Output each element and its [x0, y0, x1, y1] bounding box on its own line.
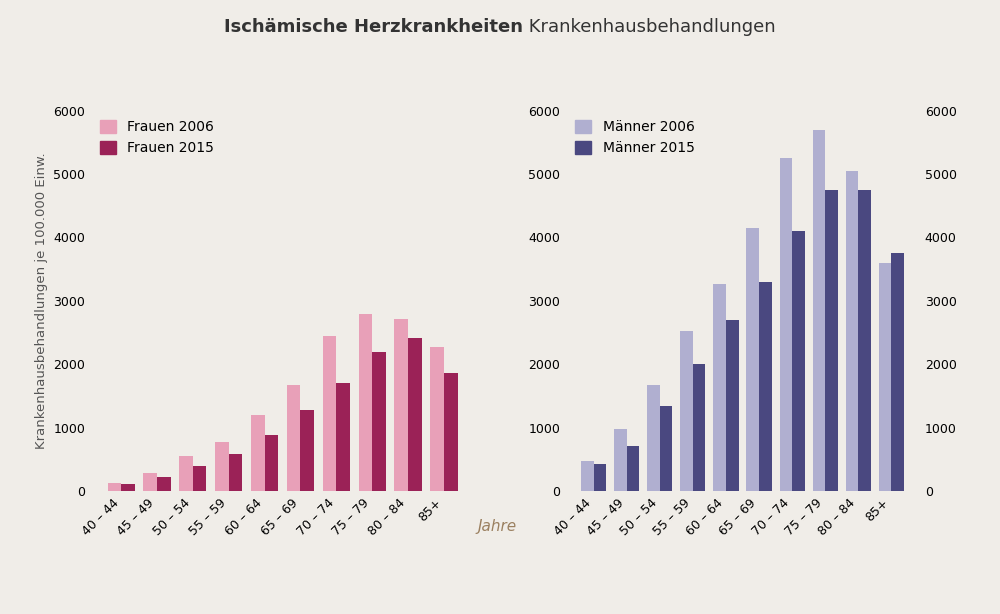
Bar: [858, 190, 871, 491]
Bar: [726, 320, 739, 491]
Legend: Frauen 2006, Frauen 2015: Frauen 2006, Frauen 2015: [97, 117, 217, 158]
Bar: [300, 410, 314, 491]
Bar: [879, 263, 891, 491]
Bar: [813, 130, 825, 491]
Bar: [792, 231, 805, 491]
Bar: [594, 464, 606, 491]
Text: Ischämische Herzkrankheiten: Ischämische Herzkrankheiten: [224, 18, 523, 36]
Bar: [179, 456, 193, 491]
Bar: [660, 405, 672, 491]
Bar: [647, 384, 660, 491]
Bar: [121, 484, 135, 491]
Bar: [143, 473, 157, 491]
Bar: [372, 352, 386, 491]
Bar: [780, 158, 792, 491]
Bar: [825, 190, 838, 491]
Bar: [746, 228, 759, 491]
Bar: [680, 331, 693, 491]
Bar: [287, 384, 300, 491]
Bar: [215, 441, 229, 491]
Bar: [713, 284, 726, 491]
Bar: [229, 454, 242, 491]
Bar: [627, 446, 639, 491]
Bar: [846, 171, 858, 491]
Bar: [891, 253, 904, 491]
Legend: Männer 2006, Männer 2015: Männer 2006, Männer 2015: [572, 117, 697, 158]
Bar: [157, 477, 171, 491]
Bar: [336, 383, 350, 491]
Text: Jahre: Jahre: [477, 519, 517, 534]
Bar: [394, 319, 408, 491]
Bar: [323, 336, 336, 491]
Text: Krankenhausbehandlungen: Krankenhausbehandlungen: [523, 18, 776, 36]
Bar: [693, 364, 705, 491]
Bar: [251, 415, 265, 491]
Bar: [759, 282, 772, 491]
Bar: [359, 314, 372, 491]
Bar: [265, 435, 278, 491]
Bar: [193, 467, 206, 491]
Bar: [430, 346, 444, 491]
Y-axis label: Krankenhausbehandlungen je 100.000 Einw.: Krankenhausbehandlungen je 100.000 Einw.: [35, 152, 48, 449]
Bar: [614, 429, 627, 491]
Bar: [581, 460, 594, 491]
Bar: [444, 373, 458, 491]
Bar: [408, 338, 422, 491]
Bar: [108, 483, 121, 491]
